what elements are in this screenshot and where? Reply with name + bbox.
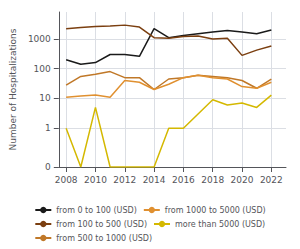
svg-text:from 0 to 100 (USD): from 0 to 100 (USD)	[56, 206, 137, 215]
svg-text:from 500 to 1000 (USD): from 500 to 1000 (USD)	[56, 234, 152, 243]
svg-text:100: 100	[34, 64, 51, 74]
svg-text:1: 1	[45, 123, 51, 133]
svg-text:2018: 2018	[201, 175, 224, 185]
svg-text:10: 10	[39, 93, 51, 103]
svg-text:2016: 2016	[172, 175, 195, 185]
svg-text:2022: 2022	[260, 175, 283, 185]
svg-text:0: 0	[45, 162, 51, 172]
svg-text:from 1000 to 5000 (USD): from 1000 to 5000 (USD)	[165, 206, 266, 215]
svg-text:2012: 2012	[113, 175, 136, 185]
svg-text:more than 5000 (USD): more than 5000 (USD)	[175, 220, 265, 229]
svg-text:2010: 2010	[84, 175, 107, 185]
svg-text:from 100 to 500 (USD): from 100 to 500 (USD)	[56, 220, 147, 229]
svg-text:2008: 2008	[55, 175, 78, 185]
svg-text:1000: 1000	[28, 34, 51, 44]
svg-text:Number of Hospitalizations: Number of Hospitalizations	[8, 28, 18, 150]
svg-text:2020: 2020	[231, 175, 254, 185]
svg-text:2014: 2014	[143, 175, 166, 185]
